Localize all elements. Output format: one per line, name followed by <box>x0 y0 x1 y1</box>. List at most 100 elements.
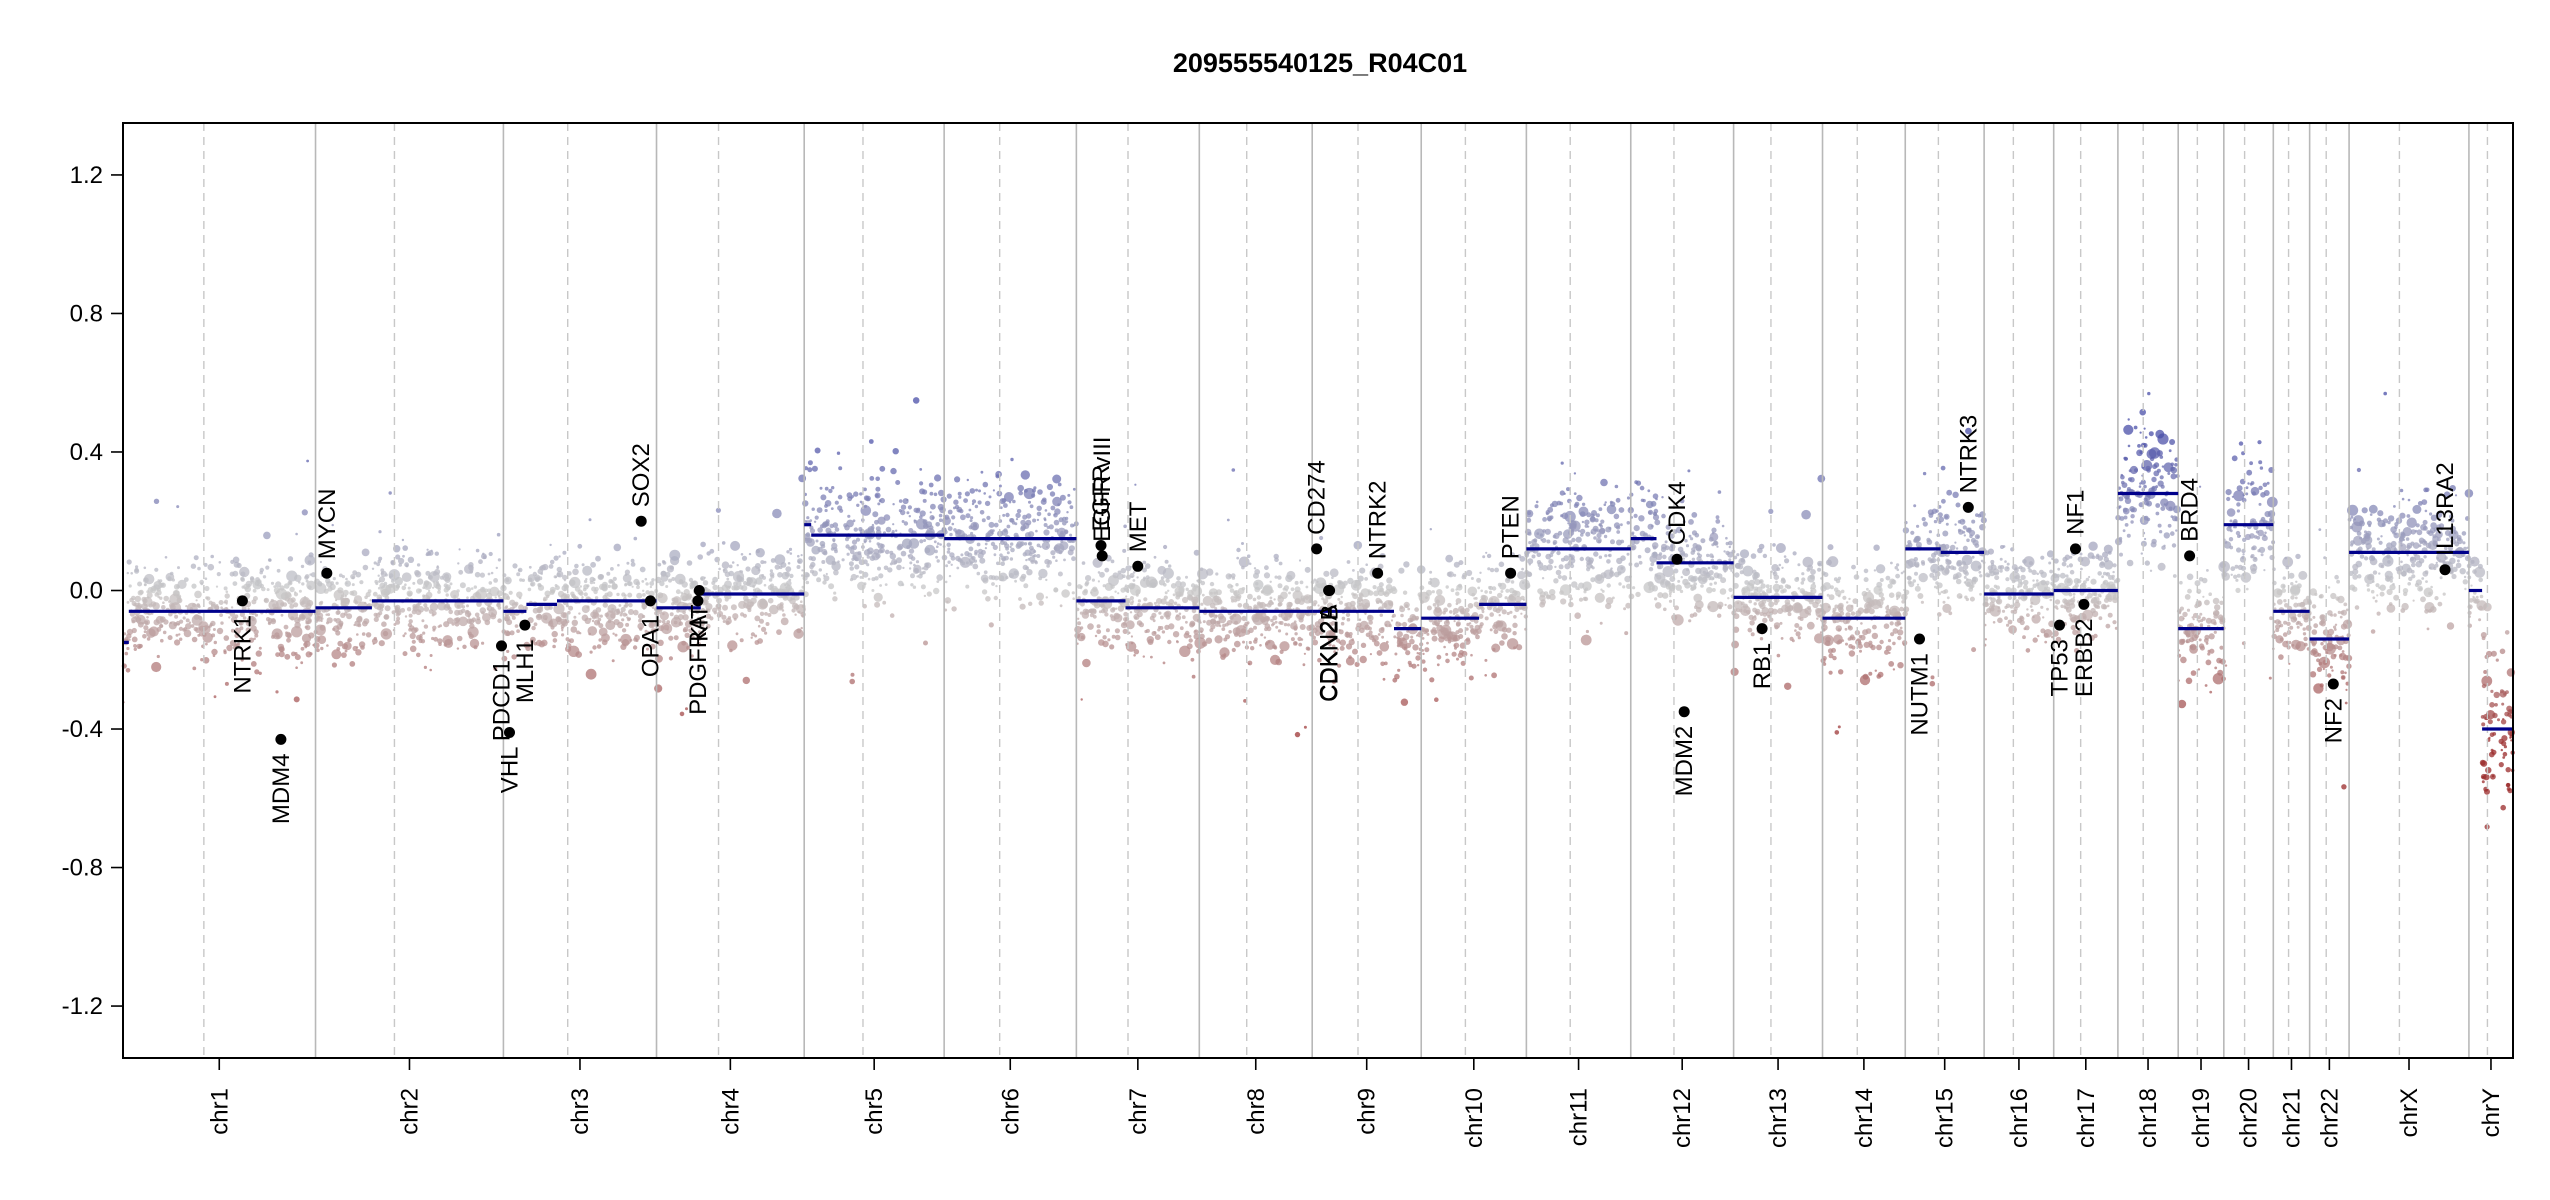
probe-point <box>1489 612 1494 617</box>
probe-point <box>977 548 984 555</box>
probe-point <box>1215 589 1222 596</box>
probe-point <box>232 556 240 564</box>
probe-point <box>654 684 663 693</box>
probe-point <box>1415 655 1421 661</box>
probe-point <box>1253 579 1264 590</box>
probe-point <box>485 592 493 599</box>
probe-point <box>1797 587 1801 590</box>
probe-point <box>549 589 555 595</box>
probe-point <box>1264 616 1271 622</box>
probe-point <box>164 556 168 559</box>
probe-point <box>1380 627 1385 631</box>
probe-point <box>935 522 940 527</box>
probe-point <box>433 636 439 642</box>
probe-point <box>373 561 377 565</box>
probe-point <box>1429 577 1432 581</box>
probe-point <box>1684 582 1691 589</box>
probe-point <box>301 582 305 586</box>
probe-point <box>722 568 726 572</box>
probe-point <box>468 612 472 616</box>
probe-point <box>380 570 387 578</box>
probe-point <box>1099 571 1105 578</box>
probe-point <box>1161 630 1166 634</box>
probe-point <box>1828 670 1833 675</box>
probe-point <box>341 652 347 658</box>
probe-point <box>305 651 312 658</box>
probe-point <box>1561 575 1568 581</box>
probe-point <box>1053 519 1060 526</box>
probe-point <box>879 465 886 472</box>
probe-point <box>1055 559 1058 562</box>
probe-point <box>743 595 749 602</box>
probe-point <box>1346 617 1351 622</box>
probe-point <box>1999 569 2003 573</box>
probe-point <box>993 553 997 557</box>
probe-point <box>1598 555 1603 559</box>
probe-point <box>1921 562 1926 566</box>
probe-point <box>669 549 681 561</box>
probe-point <box>882 600 887 605</box>
probe-point <box>1971 647 1977 653</box>
probe-point <box>1832 607 1837 612</box>
probe-point <box>511 615 516 620</box>
probe-point <box>497 618 502 623</box>
probe-point <box>2066 578 2071 584</box>
probe-point <box>951 606 957 612</box>
probe-point <box>142 634 147 639</box>
probe-point <box>923 640 928 646</box>
probe-point <box>1153 555 1157 559</box>
probe-point <box>1784 682 1792 690</box>
probe-point <box>769 587 773 590</box>
probe-point <box>1665 584 1671 590</box>
probe-point <box>1104 612 1109 617</box>
probe-point <box>1431 590 1435 594</box>
probe-point <box>1546 564 1553 571</box>
probe-point <box>1061 516 1067 522</box>
probe-point <box>1453 573 1457 577</box>
probe-point <box>1446 571 1452 577</box>
probe-point <box>1317 657 1322 663</box>
probe-point <box>626 561 630 565</box>
probe-point <box>377 586 381 590</box>
probe-point <box>985 596 991 602</box>
probe-point <box>331 662 337 668</box>
probe-point <box>863 487 867 492</box>
probe-point <box>759 618 764 624</box>
probe-point <box>1653 508 1659 514</box>
probe-point <box>429 654 433 657</box>
probe-point <box>1724 570 1727 573</box>
probe-point <box>1734 562 1741 569</box>
probe-point <box>579 585 582 588</box>
probe-point <box>1810 588 1817 595</box>
probe-point <box>1781 577 1785 582</box>
probe-point <box>1094 601 1099 607</box>
probe-point <box>1164 624 1170 631</box>
probe-point <box>534 574 541 581</box>
probe-point <box>185 605 188 608</box>
probe-point <box>2023 556 2035 568</box>
probe-point <box>1132 571 1136 574</box>
probe-point <box>1316 580 1319 584</box>
probe-point <box>642 589 645 592</box>
probe-point <box>1259 644 1262 647</box>
probe-point <box>1020 470 1030 480</box>
probe-point <box>1264 603 1268 607</box>
probe-point <box>1692 542 1698 549</box>
probe-point <box>2011 564 2018 571</box>
probe-point <box>300 661 304 665</box>
probe-point <box>395 612 400 617</box>
probe-point <box>1581 520 1585 524</box>
probe-point <box>1001 498 1007 503</box>
probe-point <box>1555 569 1562 576</box>
probe-point <box>2130 514 2135 519</box>
probe-point <box>1133 613 1140 621</box>
probe-point <box>556 566 562 573</box>
probe-point <box>607 619 612 624</box>
probe-point <box>1129 611 1133 614</box>
probe-point <box>557 619 562 625</box>
probe-point <box>1019 603 1026 610</box>
probe-point <box>1403 646 1408 651</box>
probe-point <box>1312 639 1319 646</box>
probe-point <box>1451 651 1457 657</box>
probe-point <box>552 638 558 643</box>
